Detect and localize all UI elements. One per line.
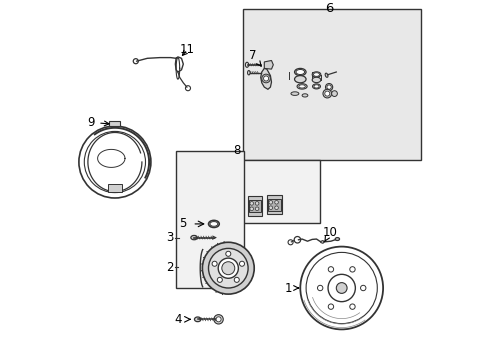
Circle shape	[274, 206, 278, 210]
Circle shape	[327, 304, 333, 309]
Text: 9: 9	[87, 116, 109, 129]
Text: 2: 2	[166, 261, 173, 274]
Circle shape	[239, 261, 244, 266]
Circle shape	[234, 277, 239, 282]
Polygon shape	[260, 68, 271, 89]
Ellipse shape	[194, 317, 201, 322]
Text: 11: 11	[180, 43, 195, 56]
Circle shape	[218, 258, 238, 278]
Circle shape	[322, 89, 331, 98]
Bar	[242, 9, 420, 160]
Circle shape	[349, 267, 354, 272]
Circle shape	[225, 251, 230, 256]
Circle shape	[268, 206, 272, 210]
Circle shape	[336, 283, 346, 293]
Text: 10: 10	[322, 226, 337, 242]
Ellipse shape	[190, 235, 197, 240]
Ellipse shape	[298, 85, 305, 88]
Circle shape	[249, 207, 253, 211]
Circle shape	[349, 304, 354, 309]
Circle shape	[268, 201, 272, 204]
Bar	[266, 195, 281, 214]
Ellipse shape	[302, 94, 307, 97]
Circle shape	[249, 202, 253, 205]
Ellipse shape	[311, 72, 320, 77]
Circle shape	[212, 261, 217, 266]
Text: 3: 3	[166, 231, 173, 244]
Text: 4: 4	[174, 313, 182, 326]
Text: 5: 5	[179, 217, 186, 230]
Ellipse shape	[294, 76, 305, 83]
Ellipse shape	[311, 77, 320, 83]
Bar	[247, 196, 261, 216]
Ellipse shape	[296, 84, 306, 89]
Ellipse shape	[209, 221, 218, 226]
Ellipse shape	[313, 85, 318, 88]
Text: 6: 6	[324, 2, 333, 15]
Circle shape	[325, 84, 332, 91]
Circle shape	[213, 315, 223, 324]
Circle shape	[324, 91, 329, 96]
Circle shape	[217, 277, 222, 282]
Polygon shape	[320, 240, 324, 243]
Ellipse shape	[294, 68, 305, 76]
Circle shape	[255, 202, 258, 205]
Circle shape	[222, 262, 234, 275]
Bar	[176, 151, 244, 288]
Ellipse shape	[290, 92, 298, 95]
Polygon shape	[264, 60, 273, 69]
Circle shape	[202, 242, 254, 294]
Circle shape	[360, 285, 365, 291]
Ellipse shape	[313, 73, 319, 76]
Bar	[107, 184, 122, 192]
Bar	[267, 199, 280, 211]
Text: 1: 1	[285, 282, 298, 294]
Circle shape	[317, 285, 322, 291]
Text: 8: 8	[232, 144, 240, 157]
Ellipse shape	[208, 220, 219, 228]
Circle shape	[326, 85, 330, 89]
Circle shape	[261, 74, 270, 83]
Ellipse shape	[312, 84, 320, 89]
Circle shape	[216, 317, 221, 322]
Ellipse shape	[295, 69, 304, 75]
Circle shape	[263, 76, 268, 81]
Circle shape	[274, 201, 278, 204]
Bar	[242, 160, 320, 223]
Text: 7: 7	[248, 49, 261, 66]
Ellipse shape	[335, 238, 339, 240]
Circle shape	[331, 91, 337, 96]
Circle shape	[208, 248, 247, 288]
Circle shape	[327, 267, 333, 272]
Bar	[109, 121, 120, 126]
Bar	[248, 200, 261, 212]
Circle shape	[255, 207, 258, 211]
